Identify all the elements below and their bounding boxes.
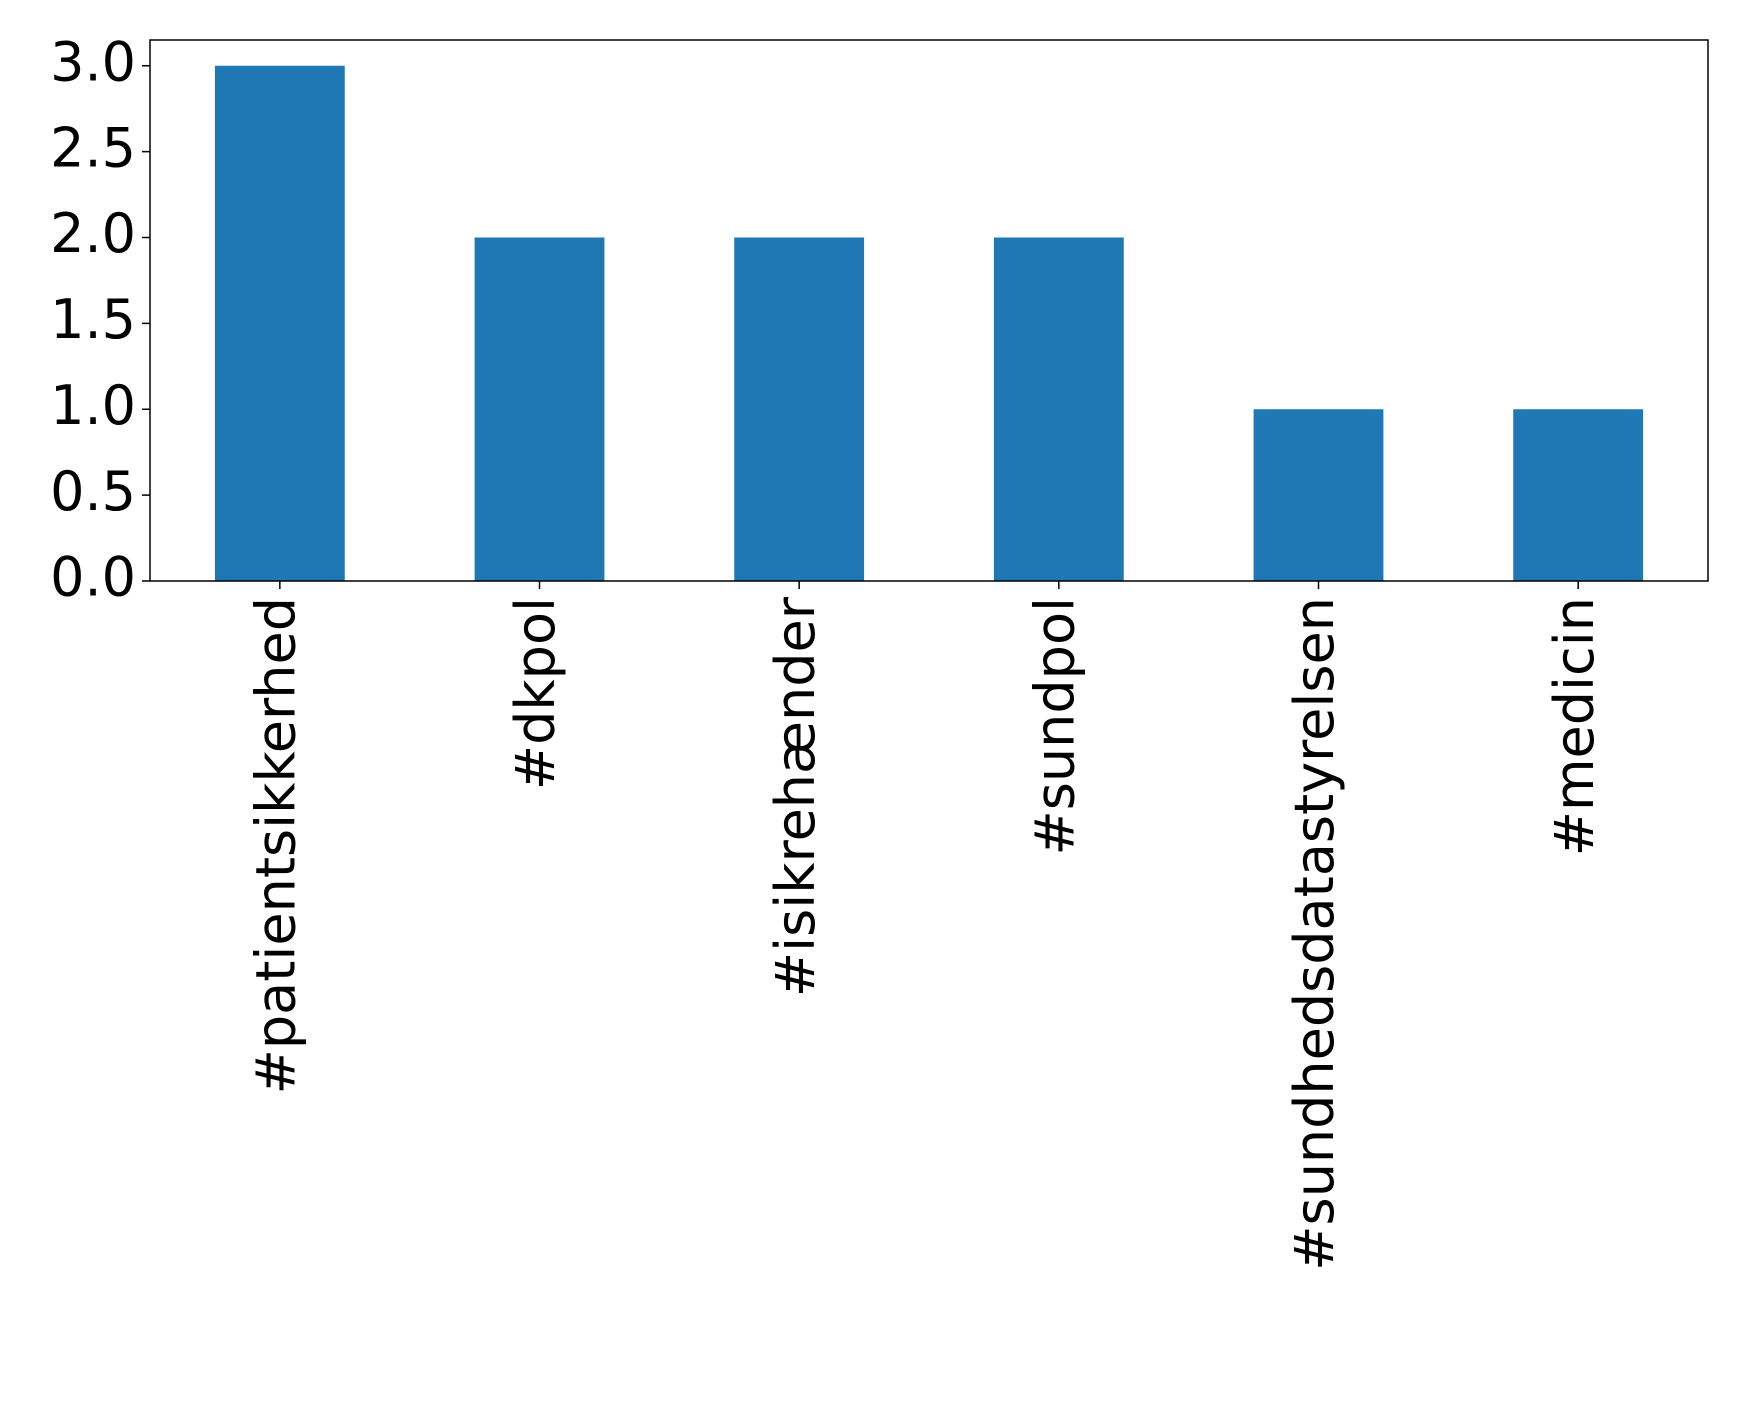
bar (993, 237, 1124, 581)
y-tick-label: 3.0 (50, 30, 136, 93)
bar (734, 237, 865, 581)
y-tick-label: 0.0 (50, 546, 136, 609)
bar (1253, 409, 1384, 581)
x-tick-label: #medicin (1543, 597, 1606, 856)
y-tick-label: 1.0 (50, 374, 136, 437)
bar (214, 65, 345, 581)
bar (474, 237, 605, 581)
x-tick-label: #sundhedsdatastyrelsen (1283, 597, 1346, 1271)
x-tick-label: #sundpol (1023, 597, 1086, 855)
plot-frame (149, 39, 1709, 582)
y-tick-label: 1.5 (50, 288, 136, 351)
x-tick-label: #patientsikkerhed (244, 597, 307, 1094)
x-tick-label: #dkpol (504, 597, 567, 790)
y-tick-label: 2.0 (50, 202, 136, 265)
y-tick-label: 0.5 (50, 460, 136, 523)
y-tick-label: 2.5 (50, 116, 136, 179)
bar (1513, 409, 1644, 581)
x-tick-label: #isikrehænder (764, 596, 827, 997)
